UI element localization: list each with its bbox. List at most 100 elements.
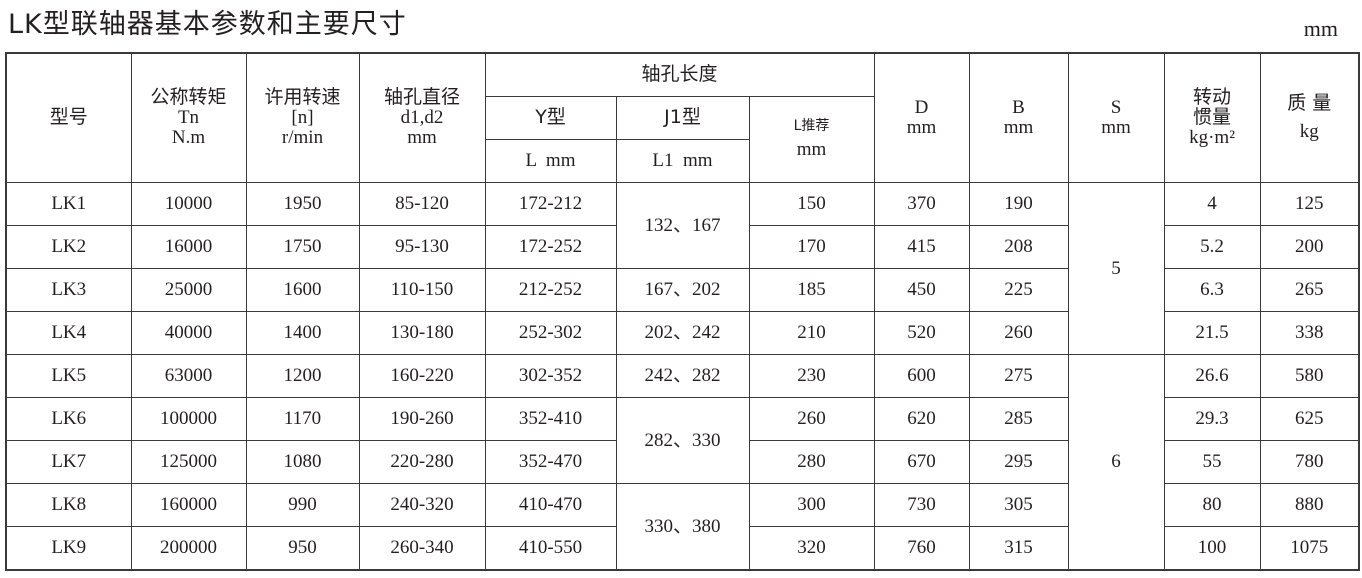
cell-B: 295	[968, 440, 1069, 484]
cell-inertia: 29.3	[1163, 397, 1261, 441]
cell-torque: 160000	[130, 483, 247, 527]
cell-S: 5	[1067, 182, 1165, 355]
cell-torque: 40000	[130, 311, 247, 355]
table-row: LK4 40000 1400 130-180 252-302 202、242 210 520 2…	[5, 311, 1360, 355]
table-row: LK8 160000 990 240-320 410-470 330、380 300 730 3…	[5, 483, 1360, 571]
cell-mass: 125	[1259, 182, 1360, 226]
cell-l-rec: 150	[748, 182, 875, 226]
cell-l-rec: 170	[748, 225, 875, 269]
cell-model: LK4	[5, 311, 132, 355]
cell-inertia: 4	[1163, 182, 1261, 226]
header-torque-symbol: Tn	[177, 107, 200, 129]
header-l-rec-unit: mm	[796, 138, 827, 160]
unit-label: mm	[1303, 16, 1338, 41]
cell-D: 670	[873, 440, 970, 484]
cell-y-length: 410-550	[484, 526, 617, 571]
cell-D: 620	[873, 397, 970, 441]
cell-mass: 580	[1259, 354, 1360, 398]
cell-j1-length: 330、380	[615, 483, 750, 571]
header-torque-unit: N.m	[171, 126, 206, 148]
table-row: LK1 10000 1950 85-120 172-212 132、167 150 370 19…	[5, 182, 1360, 355]
header-inertia-label1: 转动	[1192, 86, 1231, 109]
cell-l-rec: 280	[748, 440, 875, 484]
cell-l-rec: 320	[748, 526, 875, 571]
cell-inertia: 21.5	[1163, 311, 1261, 355]
header-speed-symbol: [n]	[291, 107, 314, 129]
header-D-unit: mm	[906, 117, 937, 138]
cell-bore-diameter: 85-120	[358, 182, 486, 226]
cell-l-rec: 185	[748, 268, 875, 312]
cell-model: LK9	[5, 526, 132, 571]
table-row: LK9 200000 950 260-340 410-550 320 760 315 100 10…	[5, 526, 1360, 571]
table-row: LK2 16000 1750 95-130 172-252 170 415 208 5.2 200	[5, 225, 1360, 269]
cell-mass: 880	[1259, 483, 1360, 527]
cell-y-length: 172-252	[484, 225, 617, 269]
cell-torque: 125000	[130, 440, 247, 484]
cell-D: 730	[873, 483, 970, 527]
header-torque: 公称转矩 Tn N.m	[130, 52, 247, 183]
cell-speed: 1950	[245, 182, 360, 226]
cell-y-length: 212-252	[484, 268, 617, 312]
cell-model: LK7	[5, 440, 132, 484]
cell-bore-diameter: 190-260	[358, 397, 486, 441]
cell-B: 275	[968, 354, 1069, 398]
cell-y-length: 352-410	[484, 397, 617, 441]
cell-D: 450	[873, 268, 970, 312]
cell-B: 260	[968, 311, 1069, 355]
cell-bore-diameter: 260-340	[358, 526, 486, 571]
cell-torque: 10000	[130, 182, 247, 226]
table-row: LK5 63000 1200 160-220 302-352 242、282 230 600 2…	[5, 354, 1360, 571]
cell-bore-diameter: 240-320	[358, 483, 486, 527]
cell-inertia: 55	[1163, 440, 1261, 484]
cell-j1-length: 242、282	[615, 354, 750, 398]
cell-torque: 200000	[130, 526, 247, 571]
header-j1-type: J1型	[615, 96, 750, 140]
header-S-label: S	[1110, 97, 1122, 119]
page-title: LK型联轴器基本参数和主要尺寸	[8, 9, 407, 40]
cell-y-length: 410-470	[484, 483, 617, 527]
cell-B: 315	[968, 526, 1069, 571]
table-row: LK6 100000 1170 190-260 352-410 282、330 260 620…	[5, 397, 1360, 484]
header-speed-unit: r/min	[281, 126, 324, 148]
cell-D: 760	[873, 526, 970, 571]
cell-inertia: 80	[1163, 483, 1261, 527]
cell-B: 305	[968, 483, 1069, 527]
cell-mass: 338	[1259, 311, 1360, 355]
cell-inertia: 6.3	[1163, 268, 1261, 312]
cell-j1-length: 167、202	[615, 268, 750, 312]
table-row: LK3 25000 1600 110-150 212-252 167、202 185 450 2…	[5, 268, 1360, 312]
cell-j1-length: 132、167	[615, 182, 750, 269]
cell-y-length: 252-302	[484, 311, 617, 355]
cell-speed: 990	[245, 483, 360, 527]
header-B-unit: mm	[1003, 117, 1034, 138]
header-bore-diameter-symbol: d1,d2	[400, 107, 444, 129]
header-S-unit: mm	[1101, 117, 1131, 138]
header-inertia: 转动 惯量 kg·m²	[1163, 52, 1261, 183]
header-l-rec-label: L推荐	[793, 118, 830, 135]
header-mass-label: 质 量	[1287, 92, 1332, 115]
cell-bore-diameter: 220-280	[358, 440, 486, 484]
cell-torque: 63000	[130, 354, 247, 398]
cell-inertia: 26.6	[1163, 354, 1261, 398]
cell-l-rec: 260	[748, 397, 875, 441]
cell-l-rec: 230	[748, 354, 875, 398]
header-D-label: D	[914, 97, 929, 119]
cell-bore-diameter: 95-130	[358, 225, 486, 269]
cell-torque: 16000	[130, 225, 247, 269]
cell-model: LK8	[5, 483, 132, 527]
header-y-type: Y型	[484, 96, 617, 140]
header-bore-diameter-unit: mm	[407, 126, 437, 148]
cell-bore-diameter: 130-180	[358, 311, 486, 355]
cell-mass: 265	[1259, 268, 1360, 312]
cell-model: LK2	[5, 225, 132, 269]
header-speed-label: 许用转速	[264, 86, 341, 109]
header-speed: 许用转速 [n] r/min	[245, 52, 360, 183]
cell-S: 6	[1067, 354, 1165, 571]
cell-speed: 1600	[245, 268, 360, 312]
cell-speed: 1080	[245, 440, 360, 484]
cell-model: LK3	[5, 268, 132, 312]
cell-bore-diameter: 160-220	[358, 354, 486, 398]
cell-B: 225	[968, 268, 1069, 312]
